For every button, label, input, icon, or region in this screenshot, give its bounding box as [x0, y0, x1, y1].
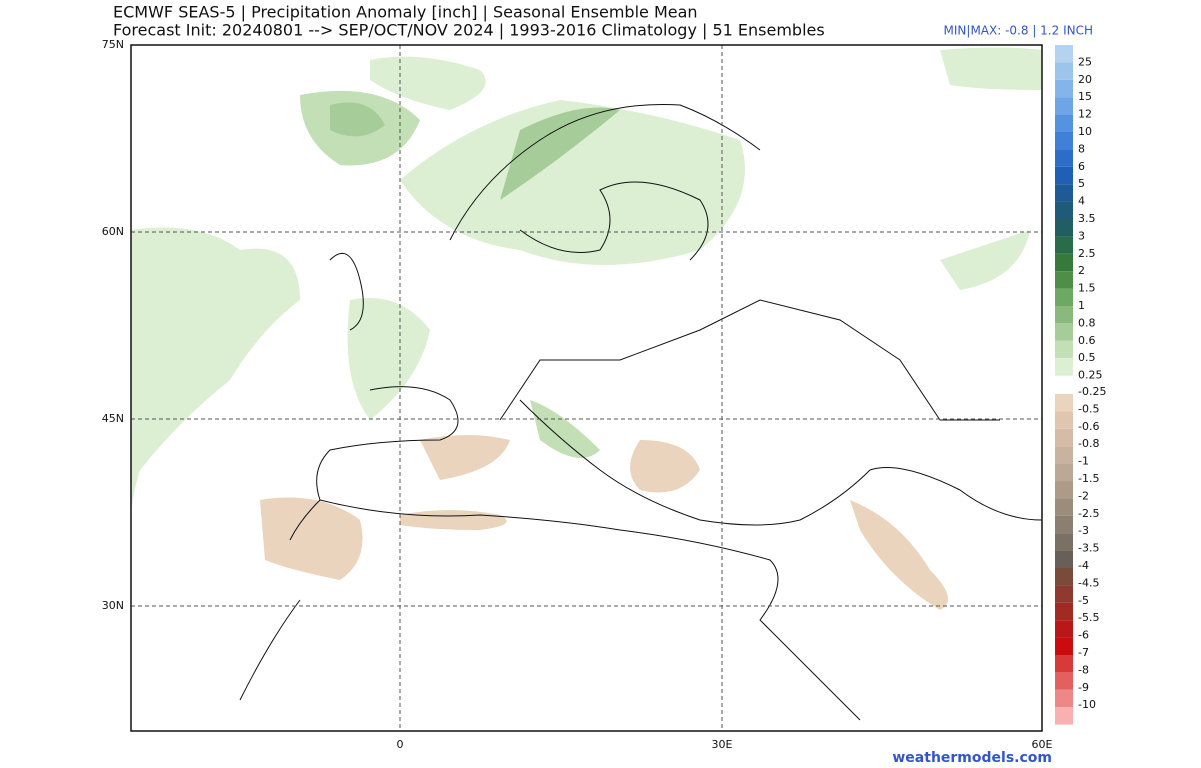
colorbar-label: 4 — [1078, 195, 1085, 208]
colorbar-swatch — [1055, 585, 1073, 603]
colorbar-label: 3 — [1078, 229, 1085, 242]
colorbar-label: -0.6 — [1078, 420, 1099, 433]
colorbar-label: -4 — [1078, 559, 1089, 572]
colorbar-swatch — [1055, 602, 1073, 621]
colorbar-swatch — [1055, 201, 1073, 219]
colorbar-swatch — [1055, 463, 1073, 481]
colorbar-label: 2 — [1078, 264, 1085, 277]
colorbar-swatch — [1055, 219, 1073, 237]
colorbar-label: 1.5 — [1078, 282, 1096, 295]
colorbar-swatch — [1055, 411, 1073, 429]
colorbar-swatch — [1055, 620, 1073, 638]
colorbar-swatch — [1055, 184, 1073, 202]
colorbar-label: 0.25 — [1078, 369, 1103, 382]
colorbar-swatch — [1055, 236, 1073, 254]
colorbar-swatch — [1055, 149, 1073, 167]
lat-label: 30N — [102, 599, 124, 612]
colorbar-swatch — [1055, 428, 1073, 447]
colorbar-label: -7 — [1078, 646, 1089, 659]
colorbar-swatch — [1055, 689, 1073, 708]
map — [130, 44, 1043, 732]
colorbar-label: 0.6 — [1078, 334, 1096, 347]
colorbar-label: -5.5 — [1078, 611, 1099, 624]
colorbar-label: -4.5 — [1078, 576, 1099, 589]
colorbar-swatch — [1055, 637, 1073, 655]
colorbar-swatch — [1055, 253, 1073, 272]
colorbar-label: -3 — [1078, 524, 1089, 537]
colorbar-swatch — [1055, 707, 1073, 725]
colorbar-label: 10 — [1078, 125, 1092, 138]
colorbar-label: 15 — [1078, 90, 1092, 103]
anomaly-fields — [131, 47, 1042, 610]
colorbar-label: 6 — [1078, 160, 1085, 173]
colorbar-label: -6 — [1078, 629, 1089, 642]
colorbar-swatch — [1055, 515, 1073, 534]
min-max: MIN|MAX: -0.8 | 1.2 INCH — [944, 24, 1093, 38]
colorbar-swatch — [1055, 533, 1073, 551]
subtitle: Forecast Init: 20240801 --> SEP/OCT/NOV … — [113, 21, 825, 40]
colorbar-swatch — [1055, 655, 1073, 673]
colorbar-swatch — [1055, 79, 1073, 98]
colorbar-label: -9 — [1078, 681, 1089, 694]
lon-label: 60E — [1032, 738, 1053, 751]
colorbar-swatch — [1055, 271, 1073, 289]
colorbar-label: 8 — [1078, 142, 1085, 155]
colorbar-swatch — [1055, 498, 1073, 516]
map-frame — [130, 44, 1043, 732]
colorbar-swatch — [1055, 132, 1073, 150]
colorbar-label: 1 — [1078, 299, 1085, 312]
colorbar-label: -0.8 — [1078, 437, 1099, 450]
colorbar-label: -2.5 — [1078, 507, 1099, 520]
colorbar-label: -1.5 — [1078, 472, 1099, 485]
colorbar-label: 3.5 — [1078, 212, 1096, 225]
colorbar-swatch — [1055, 97, 1073, 115]
lon-label: 30E — [712, 738, 733, 751]
colorbar-swatch — [1055, 358, 1073, 376]
colorbar-swatch — [1055, 166, 1073, 185]
colorbar-swatch — [1055, 394, 1073, 412]
title: ECMWF SEAS-5 | Precipitation Anomaly [in… — [113, 3, 698, 22]
colorbar-swatch — [1055, 323, 1073, 341]
colorbar-swatch — [1055, 550, 1073, 568]
colorbar-swatch — [1055, 306, 1073, 324]
colorbar-label: -2 — [1078, 489, 1089, 502]
lon-label: 0 — [397, 738, 404, 751]
colorbar-label: 12 — [1078, 108, 1092, 121]
colorbar-label: 0.5 — [1078, 351, 1096, 364]
colorbar-label: -10 — [1078, 698, 1096, 711]
colorbar-label: -1 — [1078, 455, 1089, 468]
colorbar-swatch — [1055, 481, 1073, 499]
colorbar-label: -0.5 — [1078, 402, 1099, 415]
colorbar-label: -3.5 — [1078, 542, 1099, 555]
colorbar-label: 0.8 — [1078, 316, 1096, 329]
footer: weathermodels.com — [892, 750, 1052, 766]
colorbar-label: 20 — [1078, 73, 1092, 86]
colorbar-label: 5 — [1078, 177, 1085, 190]
graticule — [131, 45, 1042, 731]
colorbar-label: -8 — [1078, 663, 1089, 676]
coastlines — [239, 103, 1043, 721]
colorbar-swatch — [1055, 672, 1073, 690]
axis-labels: 75N 60N 45N 30N 0 30E 60E — [102, 38, 1053, 751]
colorbar-swatch — [1055, 568, 1073, 586]
lat-label: 75N — [102, 38, 124, 51]
colorbar-swatch — [1055, 114, 1073, 132]
colorbar-swatch — [1055, 62, 1073, 80]
colorbar-swatch — [1055, 340, 1073, 359]
colorbar-label: -5 — [1078, 594, 1089, 607]
colorbar-swatch — [1055, 288, 1073, 306]
lat-label: 45N — [102, 412, 124, 425]
colorbar-swatch — [1055, 446, 1073, 464]
lat-label: 60N — [102, 225, 124, 238]
colorbar: 25 20 15 12 10 8 6 5 4 3.5 3 2.5 2 1.5 1 0.8 0.6 0.5 0.25 -… — [1055, 45, 1106, 725]
colorbar-swatch — [1055, 45, 1073, 63]
colorbar-label: 2.5 — [1078, 247, 1096, 260]
colorbar-label: 25 — [1078, 55, 1092, 68]
colorbar-label: -0.25 — [1078, 385, 1106, 398]
